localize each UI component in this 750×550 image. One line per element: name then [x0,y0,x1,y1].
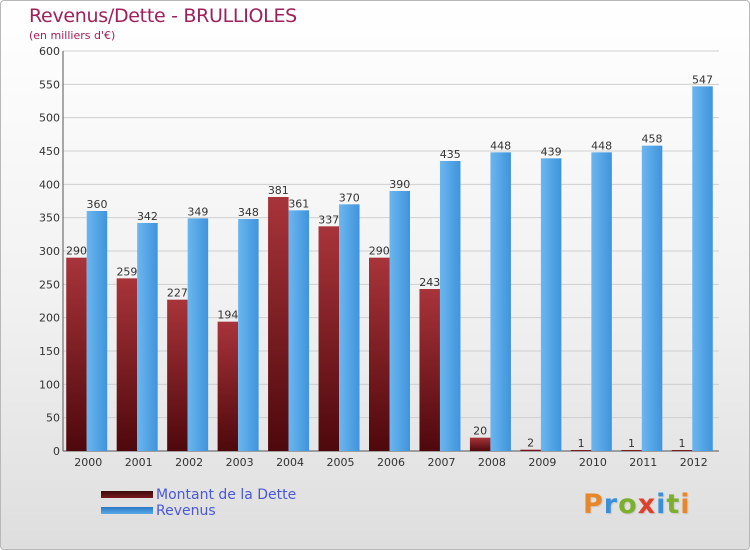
x-tick-label: 2007 [427,456,455,469]
dette-bar [520,449,541,451]
dette-bar [217,321,239,451]
y-tick-label: 100 [39,378,60,391]
revenus-value-label: 348 [238,206,259,219]
x-tick-label: 2003 [226,456,254,469]
dette-bar [369,257,390,451]
revenus-bar [490,152,511,452]
revenus-value-label: 349 [187,205,208,218]
revenus-value-label: 448 [591,139,612,152]
revenus-bar [540,158,562,452]
dette-bar [66,257,87,451]
dette-bar [621,450,642,451]
revenus-value-label: 390 [389,178,410,191]
revenus-bar [137,223,158,451]
legend-label-dette: Montant de la Dette [156,487,297,503]
revenus-value-label: 439 [541,145,562,158]
chart-title: Revenus/Dette - BRULLIOLES [29,5,297,27]
y-tick-label: 300 [39,245,60,258]
y-tick-label: 600 [39,45,60,58]
revenus-bar [692,86,713,451]
y-tick-label: 500 [39,112,60,125]
dette-value-label: 1 [679,437,686,450]
revenus-bar [339,204,360,451]
y-tick-label: 50 [46,412,60,425]
revenus-bar [591,152,612,452]
x-tick-label: 2011 [629,456,657,469]
y-tick-label: 0 [53,445,60,458]
y-tick-label: 200 [39,312,60,325]
legend-swatch-dette [101,491,153,498]
revenus-value-label: 370 [339,191,360,204]
revenus-bar [389,191,410,451]
x-tick-label: 2000 [74,456,102,469]
revenus-bar [439,161,461,451]
y-tick-label: 400 [39,178,60,191]
revenus-value-label: 435 [440,148,461,161]
dette-value-label: 290 [66,245,87,258]
x-tick-label: 2006 [377,456,405,469]
dette-bar [318,226,340,451]
dette-bar [469,437,491,451]
legend-swatch-revenus [101,507,153,514]
dette-bar [167,299,188,451]
dette-value-label: 227 [167,287,188,300]
chart-subtitle: (en milliers d'€) [29,29,116,42]
dette-bar [419,289,440,451]
x-tick-label: 2001 [125,456,153,469]
revenus-bar [288,210,310,451]
x-tick-label: 2002 [175,456,203,469]
revenus-value-label: 547 [692,73,713,86]
dette-value-label: 194 [217,309,238,322]
dette-value-label: 1 [628,437,635,450]
dette-bar [671,450,693,451]
x-tick-label: 2012 [680,456,708,469]
revenus-value-label: 361 [288,197,309,210]
revenus-value-label: 342 [137,210,158,223]
dette-bar [268,197,289,451]
revenus-bar [238,219,259,451]
revenus-bar [86,211,108,451]
dette-value-label: 337 [318,213,339,226]
dette-value-label: 2 [527,437,534,450]
y-tick-label: 250 [39,278,60,291]
revenus-value-label: 458 [642,133,663,146]
dette-value-label: 290 [369,245,390,258]
dette-value-label: 20 [473,425,487,438]
revenus-value-label: 360 [86,198,107,211]
revenus-bar [187,218,209,451]
dette-value-label: 243 [419,276,440,289]
y-tick-label: 150 [39,345,60,358]
x-tick-label: 2010 [579,456,607,469]
x-tick-label: 2009 [528,456,556,469]
x-tick-label: 2005 [327,456,355,469]
revenus-value-label: 448 [490,139,511,152]
dette-value-label: 259 [116,265,137,278]
y-tick-label: 450 [39,145,60,158]
y-tick-label: 550 [39,78,60,91]
dette-value-label: 1 [578,437,585,450]
x-tick-label: 2008 [478,456,506,469]
revenus-bar [641,145,663,451]
y-tick-label: 350 [39,212,60,225]
dette-bar [116,278,138,451]
dette-value-label: 381 [268,184,289,197]
proxiti-logo: Proxiti [583,489,691,520]
dette-bar [570,450,592,451]
x-tick-label: 2004 [276,456,304,469]
legend-label-revenus: Revenus [156,503,216,519]
